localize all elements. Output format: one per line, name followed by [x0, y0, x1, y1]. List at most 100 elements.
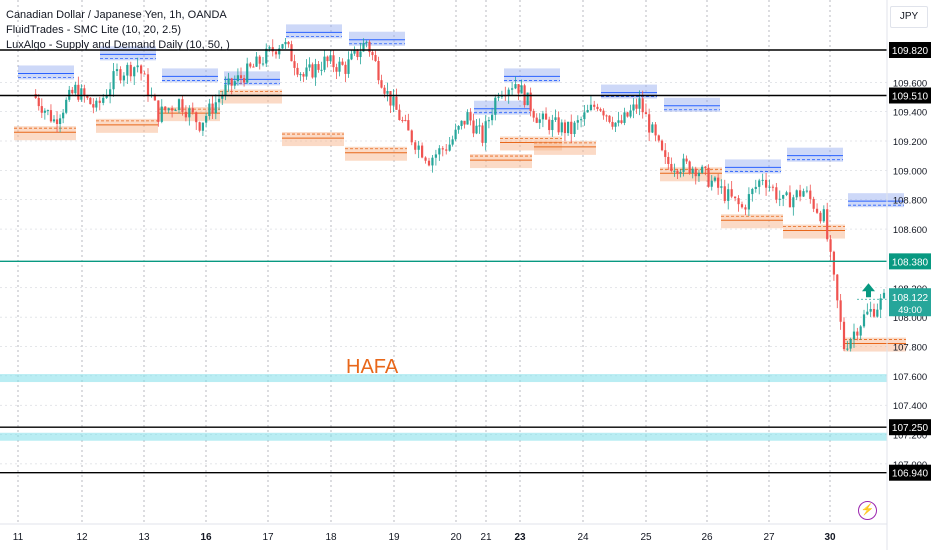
candle-body	[98, 100, 101, 103]
candle-body	[734, 196, 737, 199]
candle-body	[392, 96, 395, 106]
candle-body	[688, 161, 691, 174]
candle-body	[65, 99, 68, 113]
time-tick-label: 18	[325, 532, 337, 543]
supply-zone	[349, 31, 405, 46]
candle-body	[576, 120, 579, 123]
candle-body	[133, 67, 136, 77]
candle-body	[563, 122, 567, 134]
candle-body	[332, 55, 335, 68]
candle-body	[579, 119, 583, 121]
indicator-smc-lite[interactable]: FluidTrades - SMC Lite (10, 20, 2.5)	[6, 24, 182, 36]
currency-button[interactable]: JPY	[890, 6, 928, 28]
candle-body	[362, 42, 365, 52]
symbol-title[interactable]: Canadian Dollar / Japanese Yen, 1h, OAND…	[6, 9, 227, 21]
candle-body	[146, 74, 150, 96]
candle-body	[667, 156, 670, 164]
candle-body	[136, 65, 139, 68]
candle-body	[386, 91, 389, 94]
candle-body	[227, 78, 230, 85]
candle-body	[341, 61, 344, 65]
candle-body	[236, 75, 239, 82]
price-tick-label: 108.800	[893, 196, 927, 207]
candle-body	[174, 109, 177, 111]
candle-body	[62, 112, 65, 119]
candle-body	[623, 112, 626, 123]
candle-body	[617, 120, 620, 123]
candle-body	[602, 110, 605, 116]
candle-body	[849, 339, 852, 349]
candle-body	[761, 179, 764, 181]
candle-body	[599, 109, 602, 111]
time-tick-label: 24	[577, 532, 589, 543]
price-tick-label: 107.600	[893, 372, 927, 383]
candle-body	[58, 118, 62, 124]
candle-body	[211, 103, 214, 114]
candle-body	[86, 95, 89, 98]
candle-body	[153, 95, 156, 101]
time-tick-label: 27	[763, 532, 775, 543]
time-tick-label: 11	[13, 532, 24, 543]
indicator-supply-demand[interactable]: LuxAlgo - Supply and Demand Daily (10, 5…	[6, 39, 230, 51]
candle-body	[255, 56, 258, 67]
candle-body	[727, 189, 730, 201]
time-tick-label: 26	[701, 532, 713, 543]
candle-body	[140, 65, 143, 74]
time-tick-label: 13	[138, 532, 150, 543]
candle-body	[311, 64, 314, 78]
candle-body	[438, 148, 441, 155]
candle-body	[95, 100, 98, 108]
candle-body	[737, 198, 740, 205]
candle-body	[383, 87, 386, 94]
candle-body	[326, 56, 329, 62]
candle-body	[882, 292, 886, 299]
candle-body	[374, 55, 377, 62]
time-tick-label: 16	[200, 532, 212, 543]
candle-body	[320, 69, 323, 71]
candle-body	[37, 97, 40, 107]
candle-body	[754, 186, 757, 190]
candle-body	[802, 191, 805, 197]
candle-body	[205, 116, 208, 123]
candle-body	[829, 239, 832, 252]
level-price-label: 106.940	[892, 469, 929, 480]
level-price-label: 109.820	[892, 46, 929, 57]
candle-body	[323, 56, 326, 70]
time-tick-label: 12	[76, 532, 88, 543]
candle-body	[252, 66, 255, 68]
candle-body	[463, 120, 466, 125]
price-tick-label: 109.600	[893, 78, 927, 89]
candle-body	[497, 96, 500, 98]
candle-body	[43, 110, 46, 113]
candle-body	[214, 102, 217, 114]
candle-body	[427, 160, 431, 166]
candle-body	[682, 158, 685, 172]
candle-body	[171, 108, 174, 111]
price-tick-label: 109.400	[893, 108, 927, 119]
candle-body	[233, 81, 236, 86]
candle-body	[866, 311, 869, 315]
candle-body	[454, 129, 457, 140]
candle-body	[720, 186, 723, 188]
candle-body	[526, 92, 529, 106]
lightning-icon[interactable]: ⚡	[858, 501, 877, 520]
candle-body	[487, 120, 490, 122]
candle-body	[778, 198, 781, 200]
candle-body	[514, 84, 517, 89]
supply-zone	[664, 97, 720, 112]
candle-body	[478, 125, 481, 127]
candle-body	[836, 274, 839, 301]
supply-zone	[787, 147, 843, 162]
time-tick-label: 30	[824, 532, 836, 543]
candle-body	[819, 212, 822, 222]
candle-body	[268, 47, 271, 49]
candle-body	[217, 98, 221, 103]
candle-body	[529, 92, 532, 111]
demand-zone	[96, 118, 158, 133]
cyan-band	[0, 432, 887, 441]
candle-body	[589, 104, 593, 111]
candle-body	[648, 114, 651, 133]
candle-body	[74, 84, 77, 94]
candle-body	[143, 73, 146, 75]
